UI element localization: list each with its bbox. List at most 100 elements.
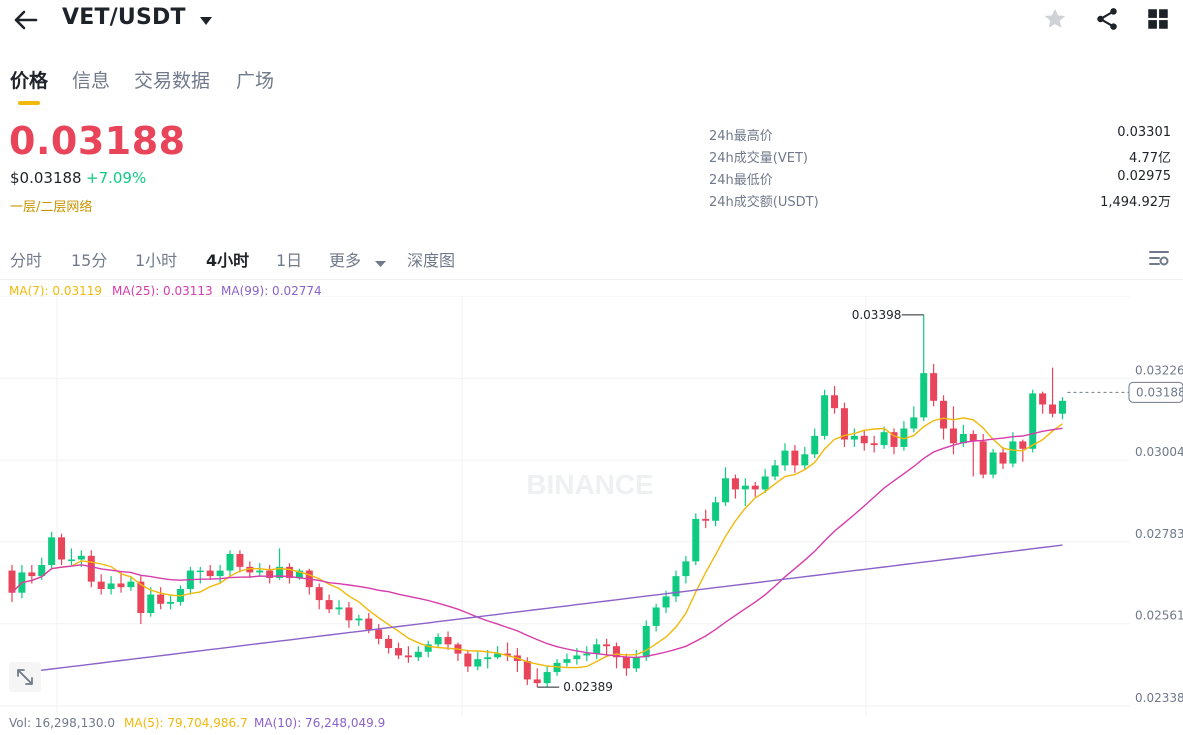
candle-body	[355, 618, 363, 621]
interval-15m[interactable]: 15分	[71, 251, 108, 270]
divider	[0, 279, 1183, 280]
candle-body	[523, 660, 531, 680]
stat-value: 4.77亿	[1129, 151, 1171, 166]
candle-body	[692, 518, 700, 562]
pair-title[interactable]: VET/USDT	[62, 5, 186, 30]
interval-depth[interactable]: 深度图	[407, 251, 456, 270]
chart-settings-button[interactable]	[1148, 247, 1170, 273]
candle-body	[731, 478, 739, 490]
candle-body	[712, 502, 720, 521]
candle-body	[801, 454, 809, 466]
candle-body	[761, 476, 769, 490]
candle-body	[979, 441, 987, 475]
candle-body	[226, 553, 234, 571]
ma99-line	[11, 544, 1063, 675]
more-dropdown[interactable]	[375, 253, 386, 272]
candle-body	[781, 450, 789, 466]
candle-body	[295, 570, 303, 578]
candle-body	[474, 659, 482, 667]
candle-body	[543, 672, 551, 684]
candle-body	[959, 434, 967, 444]
y-axis: 0.034490.032260.030040.027830.025610.023…	[1135, 363, 1183, 705]
y-tick-label: 0.03226	[1135, 363, 1183, 377]
tab-info[interactable]: 信息	[72, 70, 111, 92]
candle-body	[424, 644, 432, 652]
y-tick-label: 0.02561	[1135, 609, 1183, 623]
candle-body	[434, 636, 442, 645]
expand-chart-button[interactable]	[9, 662, 41, 692]
volume-legend: Vol: 16,298,130.0	[9, 716, 115, 730]
candle-body	[850, 435, 858, 440]
candle-body	[1029, 393, 1037, 449]
candle-body	[67, 559, 75, 561]
candle-body	[8, 570, 16, 593]
candle-body	[870, 443, 878, 446]
pair-selector[interactable]	[199, 12, 213, 25]
candle-body	[147, 594, 155, 614]
tab-square[interactable]: 广场	[236, 70, 275, 92]
candle-body	[246, 566, 254, 573]
caret-down-icon	[200, 17, 212, 25]
tab-price[interactable]: 价格	[10, 70, 49, 92]
stat-value: 0.03301	[1117, 125, 1171, 140]
candle-body	[206, 570, 214, 577]
interval-time[interactable]: 分时	[10, 251, 43, 270]
stat-label: 24h最高价	[709, 129, 773, 144]
chart-settings-icon	[1149, 251, 1169, 266]
candle-body	[216, 570, 224, 577]
candle-body	[48, 537, 56, 566]
candle-body	[662, 596, 670, 608]
candle-body	[910, 417, 918, 429]
back-arrow-icon	[14, 10, 38, 30]
candle-body	[484, 657, 492, 660]
candle-body	[563, 659, 571, 663]
interval-4h[interactable]: 4小时	[206, 251, 250, 270]
candle-body	[573, 655, 581, 660]
candle-body	[840, 408, 848, 440]
interval-1h[interactable]: 1小时	[135, 251, 178, 270]
price-change: +7.09%	[86, 169, 147, 187]
candle-body	[414, 651, 422, 658]
stat-value: 1,494.92万	[1100, 195, 1171, 210]
expand-icon	[17, 669, 33, 685]
candle-body	[276, 566, 284, 578]
annotations: 0.03188 0.03398 0.02389	[537, 308, 1183, 694]
candles	[8, 314, 1066, 688]
candle-body	[682, 561, 690, 577]
candle-body	[811, 435, 819, 455]
candle-body	[504, 653, 511, 656]
share-button[interactable]	[1094, 6, 1120, 32]
layout-button[interactable]	[1145, 6, 1171, 32]
candle-body	[603, 644, 611, 647]
candle-body	[652, 607, 660, 626]
chart-grid	[0, 296, 1130, 716]
star-icon	[1044, 8, 1066, 28]
candle-body	[1049, 404, 1057, 414]
candle-body	[771, 465, 779, 477]
tab-trading-data[interactable]: 交易数据	[134, 70, 211, 92]
candle-body	[464, 653, 472, 667]
interval-more[interactable]: 更多	[329, 251, 362, 270]
candle-body	[900, 428, 908, 447]
candle-body	[1039, 393, 1047, 405]
candle-body	[999, 452, 1007, 464]
interval-1d[interactable]: 1日	[276, 251, 303, 270]
stat-label: 24h最低价	[709, 173, 773, 188]
favorite-button[interactable]	[1042, 6, 1068, 32]
candle-body	[622, 657, 630, 669]
candle-body	[751, 485, 759, 490]
candle-body	[137, 581, 145, 614]
candlestick-chart[interactable]: BINANCE 0.034490.032260.030040.027830.02…	[0, 296, 1183, 716]
category-tag[interactable]: 一层/二层网络	[10, 200, 93, 215]
candle-body	[167, 601, 175, 604]
candle-body	[949, 428, 957, 444]
back-button[interactable]	[10, 4, 42, 36]
candle-body	[365, 618, 373, 630]
share-icon	[1097, 8, 1117, 30]
candle-body	[28, 572, 36, 577]
candle-body	[593, 644, 601, 654]
low-annotation: 0.02389	[563, 680, 613, 694]
candle-body	[335, 607, 343, 610]
candle-body	[969, 434, 977, 442]
candle-body	[87, 555, 95, 582]
